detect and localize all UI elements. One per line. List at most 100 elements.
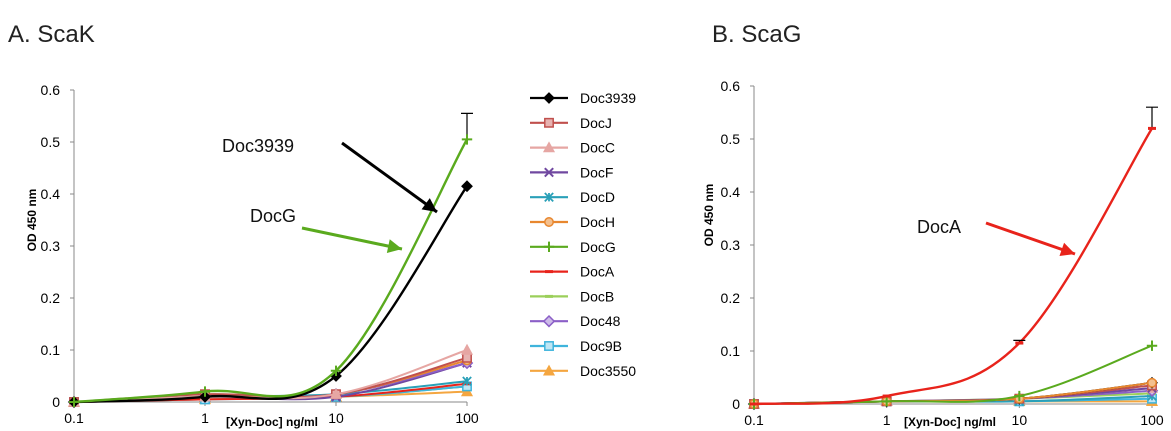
chart-b-y-tick-label: 0.6 (721, 78, 741, 94)
chart-b-x-tick-label: 1 (883, 412, 891, 428)
chart-a-x-tick-label: 0.1 (64, 410, 84, 426)
chart-b-x-tick-label: 10 (1012, 412, 1028, 428)
chart-a-point-docd (462, 376, 472, 387)
chart-b-line-doca (753, 127, 1154, 406)
chart-b-x-axis-label: [Xyn-Doc] ng/ml (904, 415, 996, 429)
chart-b-y-tick-label: 0 (732, 396, 740, 412)
annotation-docg-label: DocG (250, 206, 296, 226)
legend-item-docf: DocF (530, 164, 613, 180)
chart-a-x-tick-label: 1 (201, 410, 209, 426)
legend-label-doca: DocA (580, 264, 615, 280)
chart-a-line-doc3939 (73, 185, 468, 404)
legend-marker-doch (544, 217, 554, 227)
chart-a-line-docg (73, 138, 469, 404)
chart-panel-b: B. ScaG OD 450 nm [Xyn-Doc] ng/ml 00.10.… (702, 21, 1164, 429)
chart-b-point-doca (1015, 341, 1024, 345)
chart-b-point-doca (1148, 126, 1156, 130)
chart-b-error-bar-doca (1146, 106, 1158, 129)
chart-a-y-tick-label: 0.6 (41, 82, 61, 98)
chart-b-y-tick-label: 0.3 (721, 237, 741, 253)
chart-b-annotation-arrows (985, 221, 1076, 257)
chart-a-y-tick-label: 0.2 (41, 290, 61, 306)
legend-marker-doc3550 (542, 364, 556, 376)
chart-b-point-docg (1146, 340, 1158, 351)
chart-b-title: B. ScaG (712, 21, 801, 48)
chart-b-x-tick-label: 0.1 (744, 412, 764, 428)
legend-label-docg: DocG (580, 239, 616, 255)
legend-label-doc48: Doc48 (580, 313, 621, 329)
chart-b-y-tick-label: 0.2 (721, 290, 741, 306)
legend-item-doca: DocA (530, 264, 615, 280)
chart-b-series (747, 106, 1159, 411)
chart-a-x-tick-label: 10 (328, 410, 344, 426)
legend-item-doc3550: Doc3550 (530, 363, 636, 379)
legend-item-doc9b: Doc9B (530, 338, 622, 354)
legend-label-docb: DocB (580, 288, 614, 304)
chart-a-point-docj (462, 352, 472, 363)
annotation-docg-arrow (301, 226, 403, 253)
chart-b-point-docg (881, 396, 892, 407)
chart-a-y-tick-label: 0 (52, 394, 60, 410)
legend-marker-docc (542, 141, 556, 153)
chart-a-series (67, 112, 474, 409)
legend-marker-docg (543, 241, 555, 252)
legend-item-doch: DocH (530, 214, 615, 230)
legend-item-doc3939: Doc3939 (530, 90, 636, 106)
legend-label-docf: DocF (580, 164, 613, 180)
chart-a-x-axis-label: [Xyn-Doc] ng/ml (226, 415, 318, 429)
legend-label-docj: DocJ (580, 115, 612, 131)
chart-a-series-docg (68, 112, 473, 408)
chart-legend: Doc3939 DocJ DocC DocF DocD DocH DocG DocA DocB D… (530, 90, 636, 379)
chart-b-point-doca (882, 394, 891, 398)
chart-a-point-docg (199, 386, 211, 397)
annotation-doc3939-label: Doc3939 (222, 136, 294, 156)
chart-a-point-doc3939 (461, 180, 473, 193)
chart-a-y-tick-label: 0.4 (41, 186, 61, 202)
legend-label-doc9b: Doc9B (580, 338, 622, 354)
chart-a-axes: 00.10.20.30.40.50.60.1 1 10 100 (41, 82, 479, 426)
chart-b-y-tick-label: 0.4 (721, 184, 741, 200)
chart-panel-a: A. ScaK OD 450 nm [Xyn-Doc] ng/ml 00.10.… (8, 21, 479, 429)
legend-marker-doc9b (544, 341, 554, 351)
annotation-doca-arrow (985, 221, 1076, 257)
chart-b-x-tick-label: 100 (1140, 412, 1164, 428)
legend-marker-doc48 (542, 314, 556, 328)
annotation-doc3939-arrow (341, 141, 438, 214)
chart-a-y-axis-label: OD 450 nm (25, 189, 39, 252)
legend-marker-docd (544, 192, 554, 203)
chart-a-point-docg (330, 365, 342, 376)
chart-b-series-doc48 (747, 384, 1159, 411)
legend-item-docg: DocG (530, 239, 616, 255)
legend-item-doc48: Doc48 (530, 313, 621, 329)
chart-b-point-docg (1014, 390, 1025, 402)
chart-a-y-tick-label: 0.5 (41, 134, 61, 150)
legend-marker-docf (544, 167, 554, 178)
chart-a-point-docc (460, 343, 474, 355)
legend-item-docd: DocD (530, 189, 615, 205)
legend-marker-doc3939 (543, 92, 555, 104)
chart-b-y-tick-label: 0.1 (721, 343, 741, 359)
legend-marker-doca (545, 270, 553, 274)
legend-label-doc3550: Doc3550 (580, 363, 636, 379)
chart-a-annotation-arrows (301, 141, 438, 253)
legend-label-doch: DocH (580, 214, 615, 230)
chart-a-title: A. ScaK (8, 21, 95, 48)
chart-b-y-tick-label: 0.5 (721, 131, 741, 147)
legend-marker-docb (545, 294, 553, 298)
chart-b-axes: 00.10.20.30.40.50.60.1 1 10 100 (721, 78, 1164, 428)
chart-a-point-docg (68, 396, 80, 408)
legend-label-docd: DocD (580, 189, 615, 205)
chart-a-point-docg (461, 134, 473, 145)
chart-a-y-tick-label: 0.1 (41, 342, 61, 358)
chart-a-y-tick-label: 0.3 (41, 238, 61, 254)
legend-marker-docj (544, 117, 554, 128)
chart-a-point-docc (329, 387, 343, 399)
chart-a-x-tick-label: 100 (455, 410, 479, 426)
legend-label-doc3939: Doc3939 (580, 90, 636, 106)
annotation-doca-label: DocA (917, 217, 961, 237)
legend-item-docj: DocJ (530, 115, 612, 131)
legend-item-docc: DocC (530, 140, 615, 156)
legend-item-docb: DocB (530, 288, 614, 304)
chart-b-point-doca (750, 402, 758, 406)
